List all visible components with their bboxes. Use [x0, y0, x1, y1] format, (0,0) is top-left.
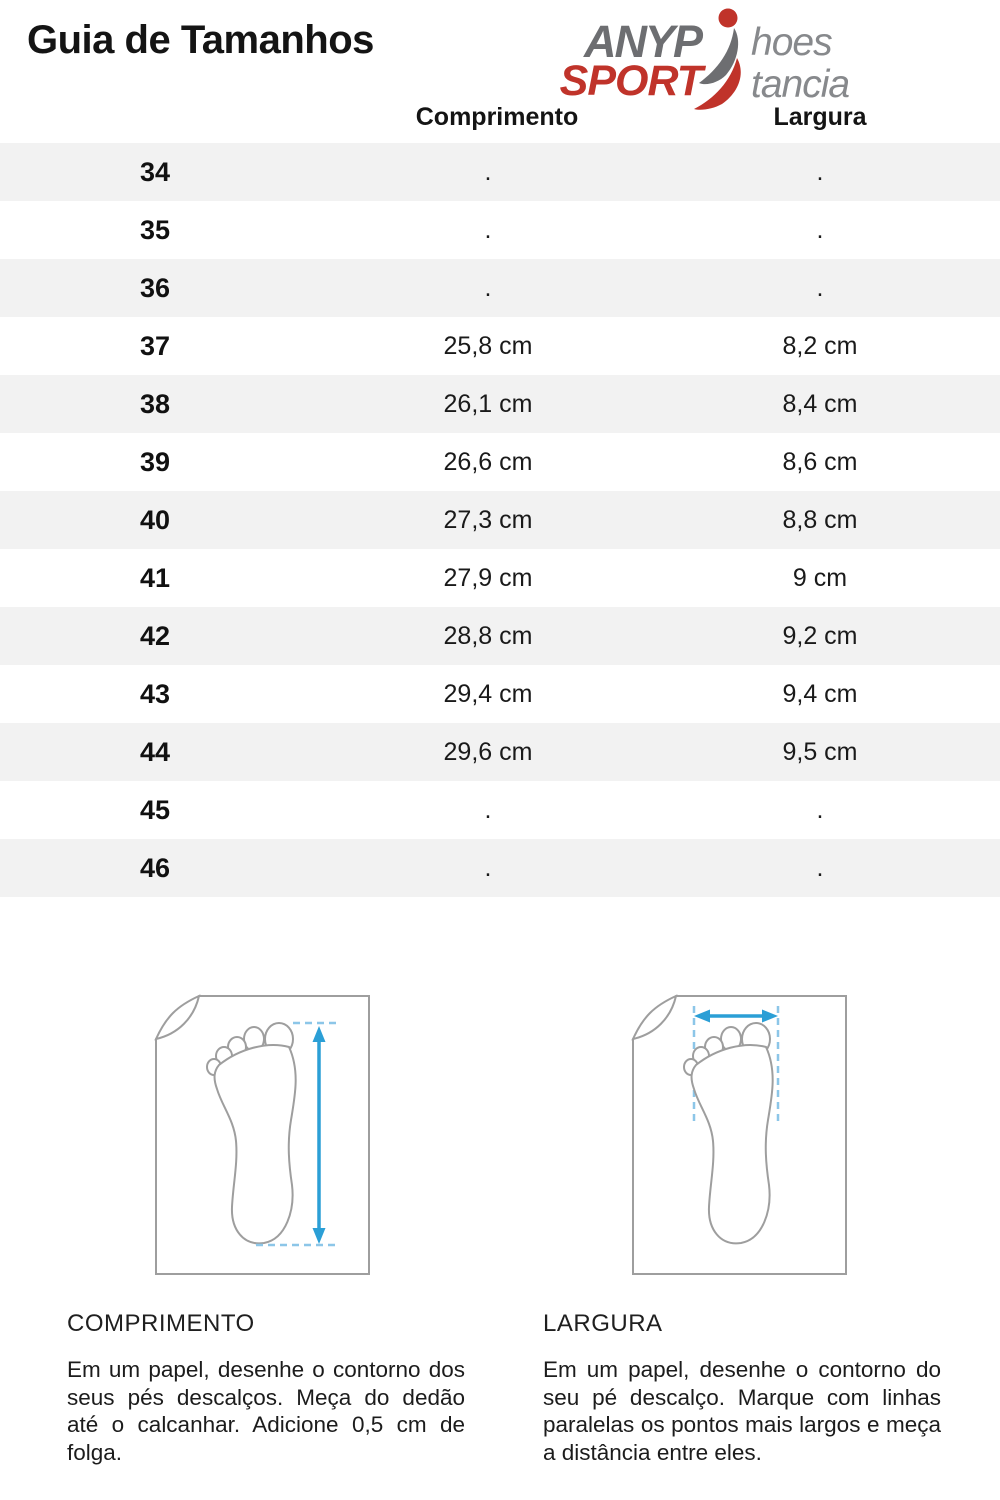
comprimento-cell: 29,6 cm	[443, 737, 533, 766]
foot-width-diagram	[631, 994, 847, 1275]
paper-fold-corner	[154, 994, 201, 1041]
largura-cell: 9,2 cm	[782, 621, 858, 650]
logo-anyp-text: ANYP	[583, 16, 703, 67]
brand-logo: ANYP hoes SPORT tancia	[505, 6, 885, 110]
largura-cell: 9,5 cm	[782, 737, 858, 766]
largura-cell: .	[816, 273, 824, 302]
size-cell: 44	[139, 736, 171, 767]
size-cell: 34	[139, 156, 171, 187]
comprimento-caption: COMPRIMENTO	[67, 1310, 255, 1337]
foot-outline	[206, 1022, 297, 1245]
comprimento-cell: 26,1 cm	[443, 389, 533, 418]
table-row: 41 27,9 cm 9 cm	[0, 549, 1000, 607]
largura-caption: LARGURA	[543, 1310, 663, 1337]
size-cell: 45	[139, 794, 171, 825]
width-arrow-icon	[694, 1009, 778, 1023]
table-row: 35 . .	[0, 201, 1000, 259]
table-row: 45 . .	[0, 781, 1000, 839]
comprimento-cell: .	[484, 853, 492, 882]
comprimento-cell: 29,4 cm	[443, 679, 533, 708]
largura-cell: .	[816, 853, 824, 882]
comprimento-cell: 26,6 cm	[443, 447, 533, 476]
column-header-largura: Largura	[773, 103, 867, 131]
length-arrow-icon	[312, 1026, 326, 1244]
comprimento-cell: 28,8 cm	[443, 621, 533, 650]
table-row: 37 25,8 cm 8,2 cm	[0, 317, 1000, 375]
comprimento-cell: 27,9 cm	[443, 563, 533, 592]
size-cell: 41	[139, 562, 171, 593]
foot-outline	[683, 1022, 774, 1245]
largura-cell: 8,4 cm	[782, 389, 858, 418]
comprimento-cell: .	[484, 157, 492, 186]
size-cell: 36	[139, 272, 171, 303]
comprimento-cell: 27,3 cm	[443, 505, 533, 534]
page-title: Guia de Tamanhos	[27, 18, 374, 62]
size-cell: 38	[139, 388, 171, 419]
table-row: 36 . .	[0, 259, 1000, 317]
largura-cell: .	[816, 795, 824, 824]
size-cell: 40	[139, 504, 171, 535]
table-row: 39 26,6 cm 8,6 cm	[0, 433, 1000, 491]
size-cell: 37	[139, 330, 171, 361]
comprimento-cell: .	[484, 273, 492, 302]
largura-cell: 9,4 cm	[782, 679, 858, 708]
size-cell: 42	[139, 620, 171, 651]
table-row: 34 . .	[0, 143, 1000, 201]
largura-cell: 8,2 cm	[782, 331, 858, 360]
logo-sport-text: SPORT	[559, 57, 703, 105]
largura-cell: .	[816, 157, 824, 186]
largura-cell: 8,8 cm	[782, 505, 858, 534]
largura-cell: 8,6 cm	[782, 447, 858, 476]
comprimento-cell: .	[484, 795, 492, 824]
size-cell: 43	[139, 678, 171, 709]
largura-instructions: Em um papel, desenhe o contorno do seu p…	[543, 1357, 941, 1465]
table-row: 40 27,3 cm 8,8 cm	[0, 491, 1000, 549]
table-row: 42 28,8 cm 9,2 cm	[0, 607, 1000, 665]
size-table: 34 . . 35 . . 36 . . 37 25,8 cm 8,2 cm 3…	[0, 143, 1000, 897]
logo-hoes-text: hoes	[751, 21, 833, 64]
size-cell: 46	[139, 852, 171, 883]
table-row: 44 29,6 cm 9,5 cm	[0, 723, 1000, 781]
column-header-comprimento: Comprimento	[415, 103, 579, 131]
runner-figure-icon	[694, 8, 741, 110]
paper-fold-corner	[631, 994, 678, 1041]
logo-tancia-text: tancia	[751, 63, 850, 106]
table-row: 38 26,1 cm 8,4 cm	[0, 375, 1000, 433]
comprimento-instructions: Em um papel, desenhe o contorno dos seus…	[67, 1357, 465, 1465]
comprimento-cell: 25,8 cm	[443, 331, 533, 360]
size-cell: 39	[139, 446, 171, 477]
comprimento-cell: .	[484, 215, 492, 244]
table-row: 43 29,4 cm 9,4 cm	[0, 665, 1000, 723]
largura-cell: .	[816, 215, 824, 244]
table-row: 46 . .	[0, 839, 1000, 897]
foot-length-diagram	[154, 994, 370, 1275]
largura-cell: 9 cm	[792, 563, 848, 592]
size-cell: 35	[139, 214, 171, 245]
